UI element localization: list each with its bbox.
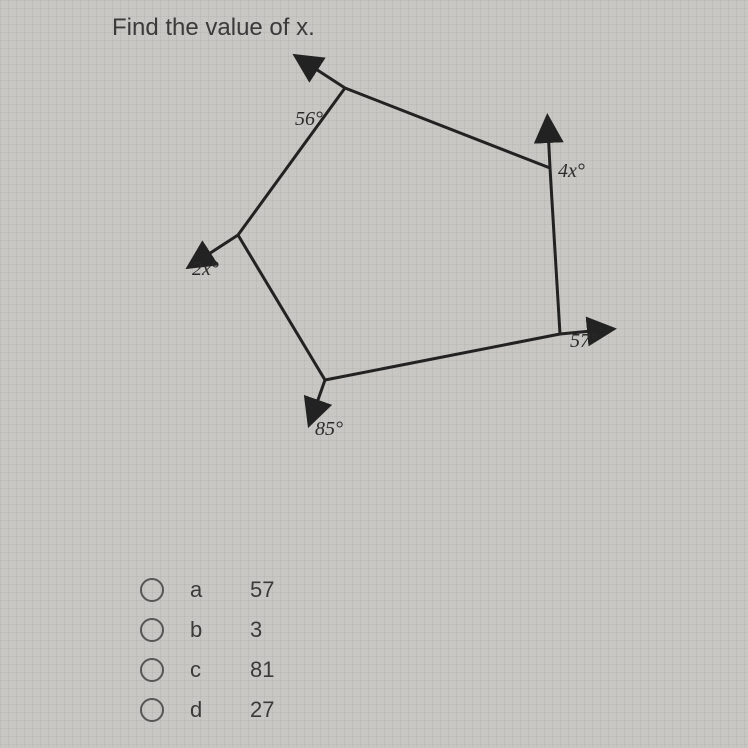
option-letter: a — [190, 577, 250, 603]
option-value: 81 — [250, 657, 274, 683]
answer-options: a 57 b 3 c 81 d 27 — [140, 570, 274, 730]
radio-a[interactable] — [140, 578, 164, 602]
angle-label: 57° — [570, 330, 598, 353]
option-a[interactable]: a 57 — [140, 570, 274, 610]
option-letter: d — [190, 697, 250, 723]
radio-c[interactable] — [140, 658, 164, 682]
option-d[interactable]: d 27 — [140, 690, 274, 730]
angle-label: 85° — [315, 418, 343, 441]
pentagon-diagram — [0, 0, 748, 500]
angle-label: 4x° — [558, 160, 585, 183]
option-value: 3 — [250, 617, 262, 643]
option-value: 27 — [250, 697, 274, 723]
option-letter: c — [190, 657, 250, 683]
option-letter: b — [190, 617, 250, 643]
option-b[interactable]: b 3 — [140, 610, 274, 650]
radio-d[interactable] — [140, 698, 164, 722]
option-value: 57 — [250, 577, 274, 603]
angle-label: 2x° — [192, 258, 219, 281]
radio-b[interactable] — [140, 618, 164, 642]
option-c[interactable]: c 81 — [140, 650, 274, 690]
angle-label: 56° — [295, 108, 323, 131]
